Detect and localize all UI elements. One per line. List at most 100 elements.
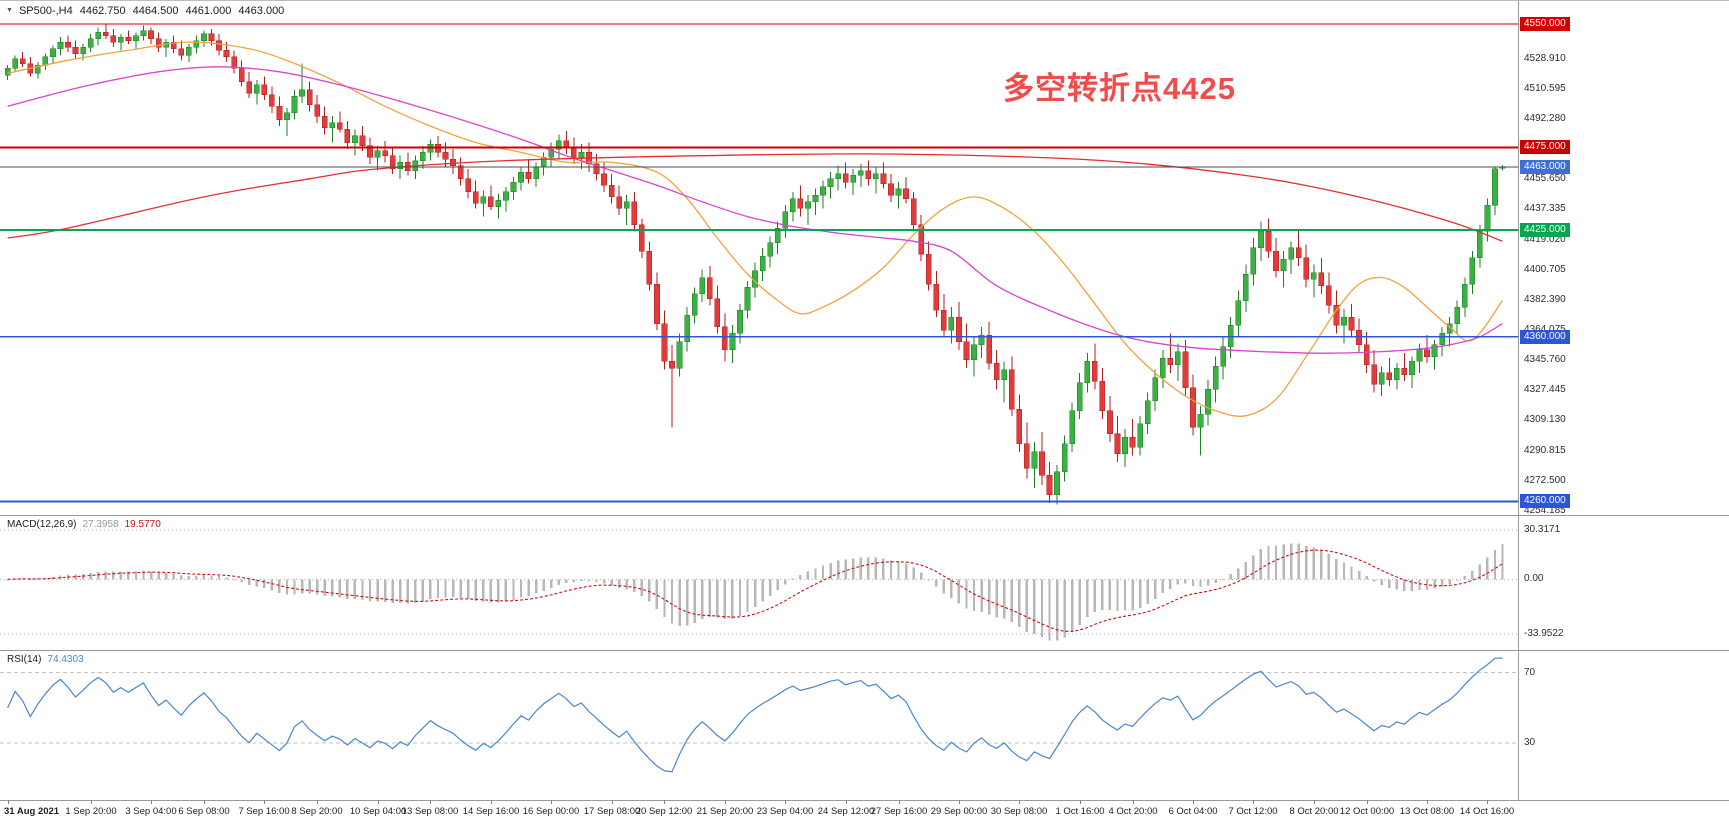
time-axis-label: 14 Sep 16:00 xyxy=(462,806,520,817)
time-axis-label: 31 Aug 2021 xyxy=(4,806,60,817)
time-axis-tick xyxy=(725,800,726,804)
macd-signal-value: 19.5770 xyxy=(124,519,161,530)
price-tick-label: 4455.650 xyxy=(1524,173,1566,185)
candlestick-chart-canvas[interactable] xyxy=(0,1,1518,515)
price-tick-label: 4364.075 xyxy=(1524,324,1566,335)
price-tick-label: 4400.705 xyxy=(1524,263,1566,275)
time-axis-tick xyxy=(264,800,265,804)
price-tick-label: 4382.390 xyxy=(1524,293,1566,305)
rsi-line xyxy=(7,657,1503,773)
time-axis-label: 17 Sep 08:00 xyxy=(583,806,641,817)
rsi-value: 74.4303 xyxy=(47,654,84,665)
time-axis-label: 13 Sep 08:00 xyxy=(401,806,459,817)
time-axis-separator xyxy=(0,800,1729,801)
time-axis-tick xyxy=(151,800,152,804)
price-level-badge: 4550.000 xyxy=(1520,17,1570,32)
time-axis-tick xyxy=(612,800,613,804)
time-axis-tick xyxy=(551,800,552,804)
price-chart-panel[interactable]: ▼ SP500-,H4 4462.750 4464.500 4461.000 4463.0… xyxy=(0,1,1518,515)
time-axis-label: 20 Sep 12:00 xyxy=(635,806,693,817)
time-axis-tick xyxy=(317,800,318,804)
panel-separator-macd[interactable] xyxy=(0,515,1729,516)
price-tick-label: 4272.500 xyxy=(1524,474,1566,486)
price-level-badge: 4360.000 xyxy=(1520,329,1570,344)
time-axis-tick xyxy=(491,800,492,804)
time-axis-label: 16 Sep 00:00 xyxy=(522,806,580,817)
ma-fast-orange-line xyxy=(7,41,1504,417)
time-axis-label: 7 Oct 12:00 xyxy=(1228,806,1278,817)
price-tick-label: 4510.595 xyxy=(1524,82,1566,94)
time-axis-tick xyxy=(1427,800,1428,804)
rsi-label: RSI(14) 74.4303 xyxy=(7,654,84,665)
time-axis-tick xyxy=(959,800,960,804)
time-axis-label: 10 Sep 04:00 xyxy=(349,806,407,817)
macd-canvas[interactable] xyxy=(0,516,1518,650)
macd-axis-label: 30.3171 xyxy=(1524,524,1561,536)
time-axis-label: 13 Oct 08:00 xyxy=(1399,806,1455,817)
time-axis-tick xyxy=(1193,800,1194,804)
axis-separator-line xyxy=(1518,1,1519,800)
time-axis-tick xyxy=(430,800,431,804)
ohlc-high-value: 4464.500 xyxy=(132,5,179,17)
time-axis-label: 30 Sep 08:00 xyxy=(990,806,1048,817)
price-tick-label: 4309.130 xyxy=(1524,414,1566,426)
time-axis-label: 8 Oct 20:00 xyxy=(1289,806,1339,817)
time-axis-tick xyxy=(1019,800,1020,804)
time-axis-label: 8 Sep 20:00 xyxy=(291,806,343,817)
macd-axis-label: -33.9522 xyxy=(1524,628,1564,640)
time-axis-tick xyxy=(664,800,665,804)
time-axis-tick xyxy=(1080,800,1081,804)
rsi-indicator-panel[interactable]: RSI(14) 74.4303 xyxy=(0,651,1518,800)
time-axis-tick xyxy=(91,800,92,804)
time-axis-label: 3 Sep 04:00 xyxy=(125,806,177,817)
time-axis-label: 14 Oct 16:00 xyxy=(1459,806,1515,817)
time-axis-label: 6 Sep 08:00 xyxy=(178,806,230,817)
macd-histogram xyxy=(6,543,1504,641)
macd-title: MACD(12,26,9) xyxy=(7,519,77,530)
price-level-badge: 4425.000 xyxy=(1520,222,1570,237)
price-tick-label: 4492.280 xyxy=(1524,113,1566,125)
time-axis-label: 27 Sep 16:00 xyxy=(870,806,928,817)
ma-slow-red-line xyxy=(7,153,1503,242)
ma-mid-magenta-line xyxy=(7,66,1503,354)
time-axis-tick xyxy=(204,800,205,804)
time-axis-label: 7 Sep 16:00 xyxy=(238,806,290,817)
time-axis-label: 24 Sep 12:00 xyxy=(817,806,875,817)
time-axis-label: 1 Sep 20:00 xyxy=(65,806,117,817)
time-axis-label: 21 Sep 20:00 xyxy=(696,806,754,817)
rsi-axis-label: 70 xyxy=(1524,666,1536,678)
ohlc-low-value: 4461.000 xyxy=(185,5,232,17)
time-axis-label: 6 Oct 04:00 xyxy=(1168,806,1218,817)
time-axis-tick xyxy=(378,800,379,804)
time-axis-tick xyxy=(899,800,900,804)
macd-label: MACD(12,26,9) 27.3958 19.5770 xyxy=(7,519,161,530)
price-tick-label: 4290.815 xyxy=(1524,444,1566,456)
time-axis[interactable]: 31 Aug 2021 1 Sep 20:00 3 Sep 04:00 6 Sep 0… xyxy=(0,800,1518,840)
price-tick-label: 4345.760 xyxy=(1524,354,1566,366)
rsi-canvas[interactable] xyxy=(0,651,1518,800)
macd-indicator-panel[interactable]: MACD(12,26,9) 27.3958 19.5770 xyxy=(0,516,1518,650)
time-axis-tick xyxy=(785,800,786,804)
price-axis[interactable]: 4528.910 4510.595 4492.280 4455.650 4437.335… xyxy=(1519,1,1729,840)
rsi-title: RSI(14) xyxy=(7,654,42,665)
chart-symbol-period: SP500-,H4 xyxy=(18,5,73,17)
macd-main-value: 27.3958 xyxy=(82,519,119,530)
macd-axis-label: 0.00 xyxy=(1524,573,1544,585)
time-axis-tick xyxy=(1487,800,1488,804)
price-tick-label: 4254.185 xyxy=(1524,504,1566,516)
chart-ohlc-header: ▼ SP500-,H4 4462.750 4464.500 4461.000 4463.0… xyxy=(6,5,284,17)
time-axis-tick xyxy=(1367,800,1368,804)
panel-separator-rsi[interactable] xyxy=(0,650,1729,651)
time-axis-label: 1 Oct 16:00 xyxy=(1055,806,1105,817)
time-axis-label: 12 Oct 00:00 xyxy=(1339,806,1395,817)
chart-symbol-menu-icon[interactable]: ▼ xyxy=(6,7,13,14)
candlestick-series xyxy=(4,24,1506,505)
price-tick-label: 4437.335 xyxy=(1524,203,1566,215)
time-axis-tick xyxy=(846,800,847,804)
ohlc-close-value: 4463.000 xyxy=(238,5,285,17)
time-axis-label: 23 Sep 04:00 xyxy=(756,806,814,817)
rsi-axis-label: 30 xyxy=(1524,737,1536,749)
chart-annotation-text[interactable]: 多空转折点4425 xyxy=(1003,71,1236,106)
price-tick-label: 4528.910 xyxy=(1524,52,1566,64)
